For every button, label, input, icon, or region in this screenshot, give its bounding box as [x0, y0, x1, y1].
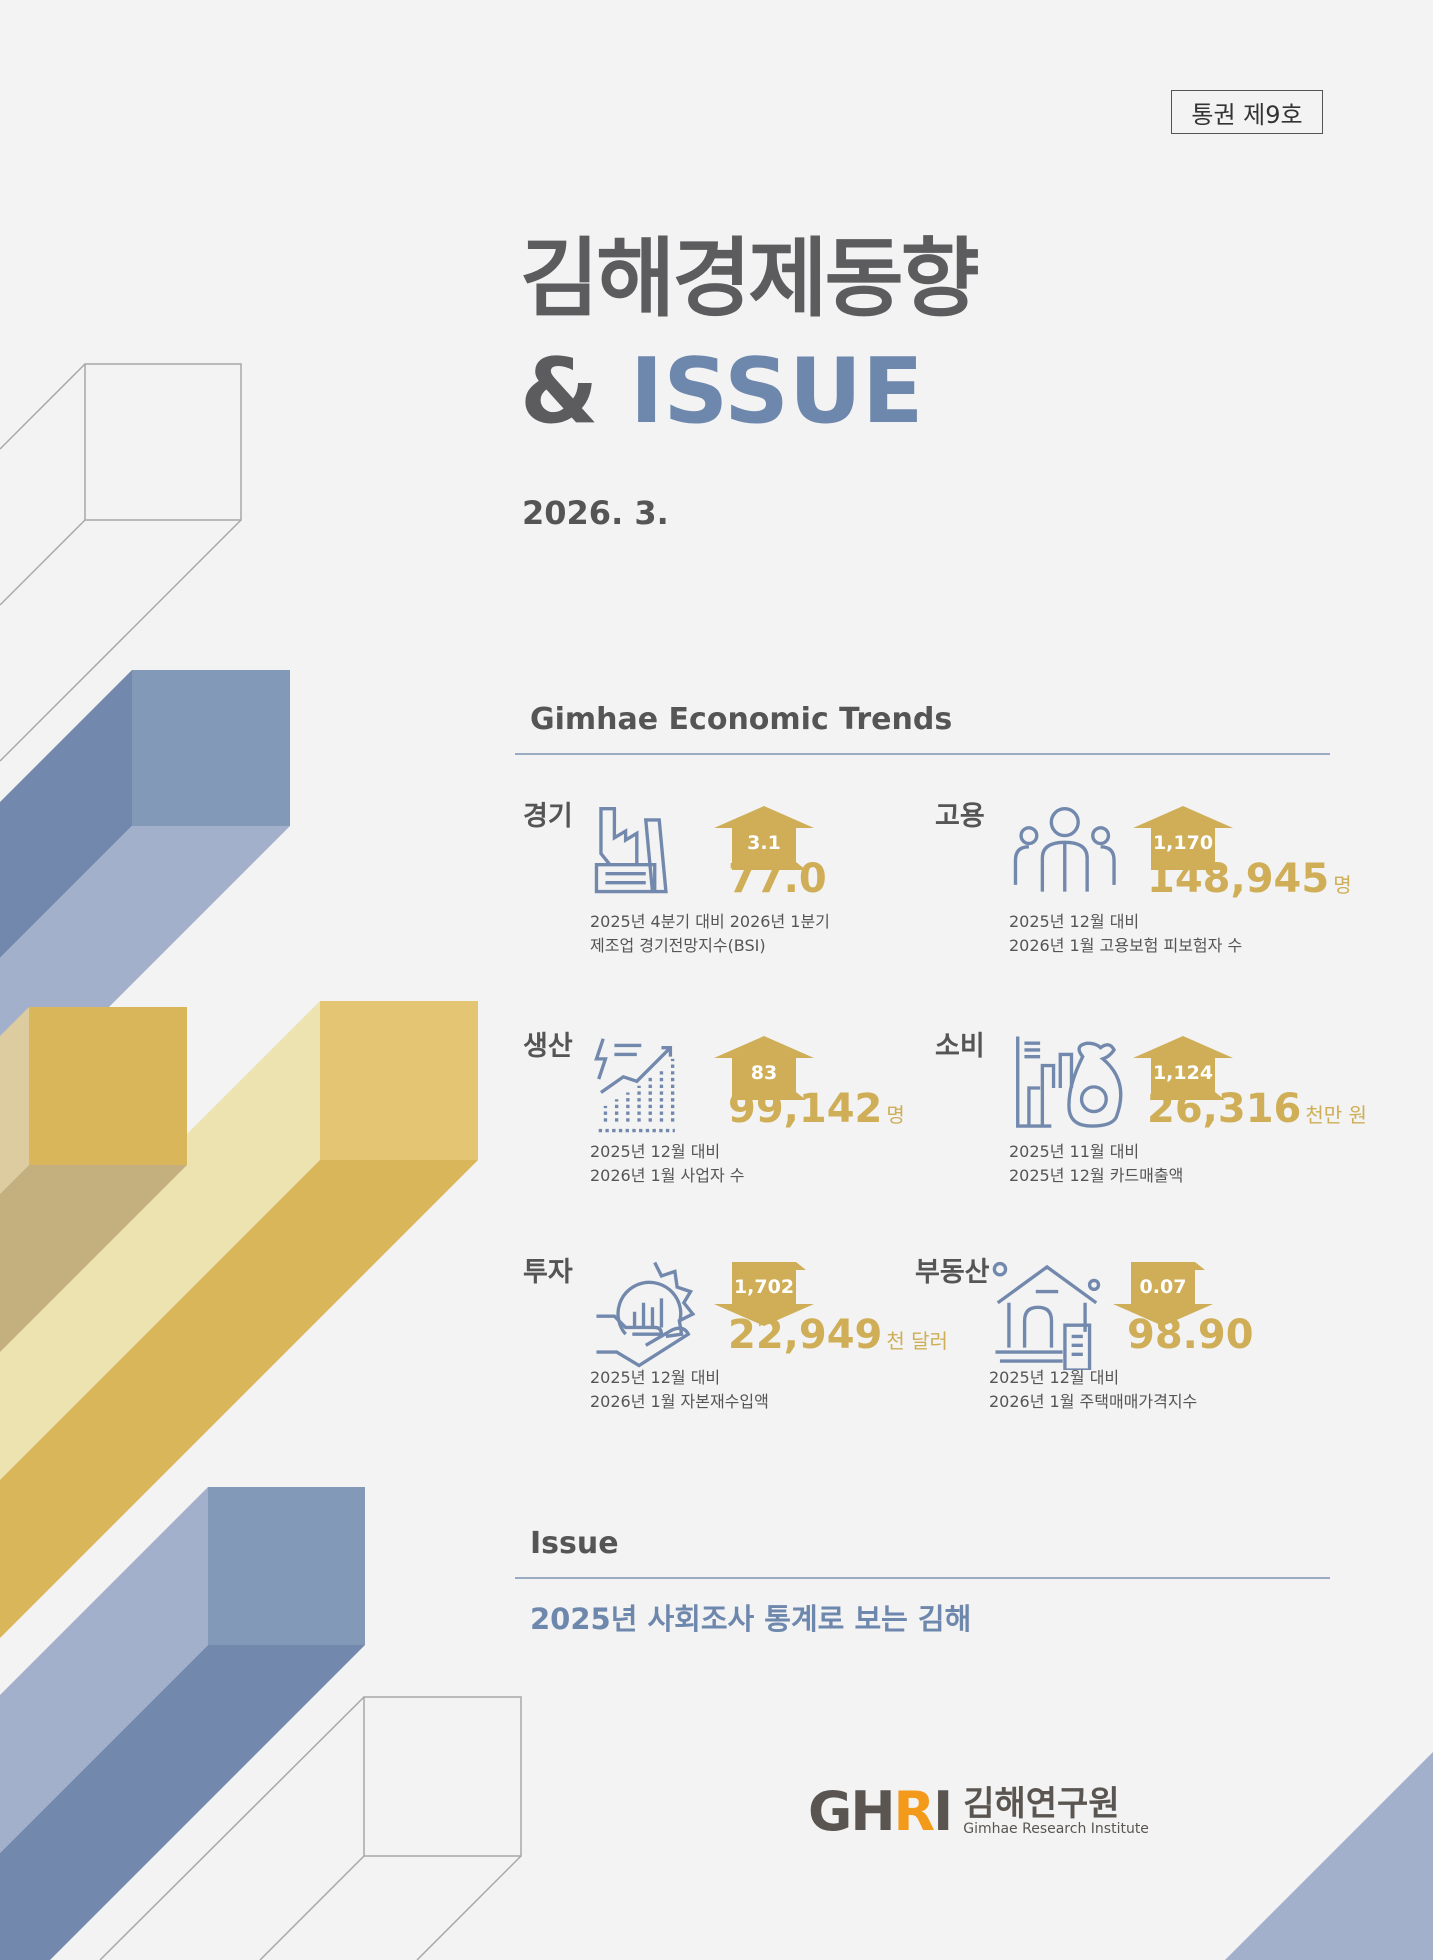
value-number: 22,949 [728, 1312, 883, 1358]
up-arrow-icon: 3.1 [714, 806, 814, 872]
value-unit: 명 [1333, 873, 1352, 897]
ampersand: & [520, 339, 630, 444]
desc-line: 2026년 1월 고용보험 피보험자 수 [1009, 936, 1243, 955]
trend-label: 생산 [523, 1031, 573, 1062]
trends-heading: Gimhae Economic Trends [530, 702, 953, 737]
value-unit: 천 달러 [886, 1329, 948, 1353]
issue-number-badge: 통권 제9호 [1171, 90, 1323, 134]
logo-name-en: Gimhae Research Institute [963, 1820, 1149, 1837]
change-value: 1,170 [1152, 832, 1214, 854]
divider [515, 1577, 1330, 1579]
yellow-block-large [0, 1001, 478, 1638]
trend-description: 2025년 12월 대비 2026년 1월 자본재수입액 [590, 1366, 769, 1414]
trend-label: 경기 [523, 801, 573, 832]
value-number: 26,316 [1147, 1086, 1302, 1132]
up-arrow-icon: 83 [714, 1036, 814, 1102]
desc-line: 2025년 12월 카드매출액 [1009, 1166, 1184, 1185]
trend-description: 2025년 12월 대비 2026년 1월 주택매매가격지수 [989, 1366, 1197, 1414]
desc-line: 2025년 4분기 대비 2026년 1분기 [590, 912, 830, 931]
up-arrow-icon: 1,124 [1133, 1036, 1233, 1102]
logo-name-ko: 김해연구원 [963, 1783, 1120, 1824]
change-value: 3.1 [747, 832, 781, 854]
value-number: 148,945 [1147, 856, 1330, 902]
issue-word: ISSUE [629, 339, 924, 444]
desc-line: 2026년 1월 자본재수입액 [590, 1392, 769, 1411]
page-subtitle: & ISSUE [520, 342, 923, 441]
corner-triangle [1225, 1752, 1433, 1960]
publication-date: 2026. 3. [522, 494, 669, 532]
up-arrow-icon: 1,170 [1133, 806, 1233, 872]
growth-chart-icon [594, 1038, 675, 1133]
trend-value: 26,316 천만 원 [1147, 1086, 1367, 1132]
desc-line: 2025년 12월 대비 [590, 1368, 721, 1387]
trend-value: 77.0 [728, 856, 831, 902]
desc-line: 제조업 경기전망지수(BSI) [590, 936, 766, 955]
value-unit: 천만 원 [1305, 1103, 1367, 1127]
trend-value: 98.90 [1127, 1312, 1258, 1358]
change-value: 1,124 [1152, 1062, 1214, 1084]
yellow-block-small [0, 1007, 187, 1352]
down-arrow-icon: 1,702 [714, 1262, 814, 1328]
change-value: 83 [750, 1062, 778, 1084]
trend-value: 22,949 천 달러 [728, 1312, 948, 1358]
logo-mark: GHRI [808, 1780, 953, 1843]
ghri-logo: GHRI 김해연구원 Gimhae Research Institute [808, 1780, 1149, 1843]
down-arrow-icon: 0.07 [1113, 1262, 1213, 1328]
desc-line: 2026년 1월 사업자 수 [590, 1166, 745, 1185]
trend-label: 부동산 [915, 1257, 990, 1288]
issue-title-link[interactable]: 2025년 사회조사 통계로 보는 김해 [530, 1602, 972, 1636]
house-icon [992, 1261, 1101, 1370]
desc-line: 2025년 12월 대비 [590, 1142, 721, 1161]
issue-heading: Issue [530, 1526, 619, 1561]
desc-line: 2025년 12월 대비 [1009, 912, 1140, 931]
people-icon [1013, 807, 1116, 892]
desc-line: 2025년 11월 대비 [1009, 1142, 1140, 1161]
value-unit: 명 [886, 1103, 905, 1127]
money-bag-icon [1016, 1036, 1123, 1128]
change-value: 0.07 [1139, 1276, 1187, 1298]
desc-line: 2025년 12월 대비 [989, 1368, 1120, 1387]
factory-icon [594, 807, 668, 894]
blue-block-bottom [0, 1487, 365, 1960]
gear-hand-icon [596, 1261, 696, 1368]
trend-label: 투자 [523, 1257, 573, 1288]
value-number: 99,142 [728, 1086, 883, 1132]
trend-description: 2025년 11월 대비 2025년 12월 카드매출액 [1009, 1140, 1183, 1188]
trend-value: 99,142 명 [728, 1086, 905, 1132]
change-value: 1,702 [733, 1276, 795, 1298]
trend-description: 2025년 12월 대비 2026년 1월 사업자 수 [590, 1140, 744, 1188]
outline-cube-top [0, 363, 242, 762]
value-number: 98.90 [1127, 1312, 1254, 1358]
trend-label: 고용 [935, 801, 985, 832]
trend-value: 148,945 명 [1147, 856, 1352, 902]
trend-label: 소비 [935, 1031, 985, 1062]
trend-description: 2025년 12월 대비 2026년 1월 고용보험 피보험자 수 [1009, 910, 1242, 958]
outline-cube-bottom [99, 1696, 522, 1960]
value-number: 77.0 [728, 856, 827, 902]
divider [515, 753, 1330, 755]
page-title: 김해경제동향 [520, 229, 980, 329]
desc-line: 2026년 1월 주택매매가격지수 [989, 1392, 1198, 1411]
